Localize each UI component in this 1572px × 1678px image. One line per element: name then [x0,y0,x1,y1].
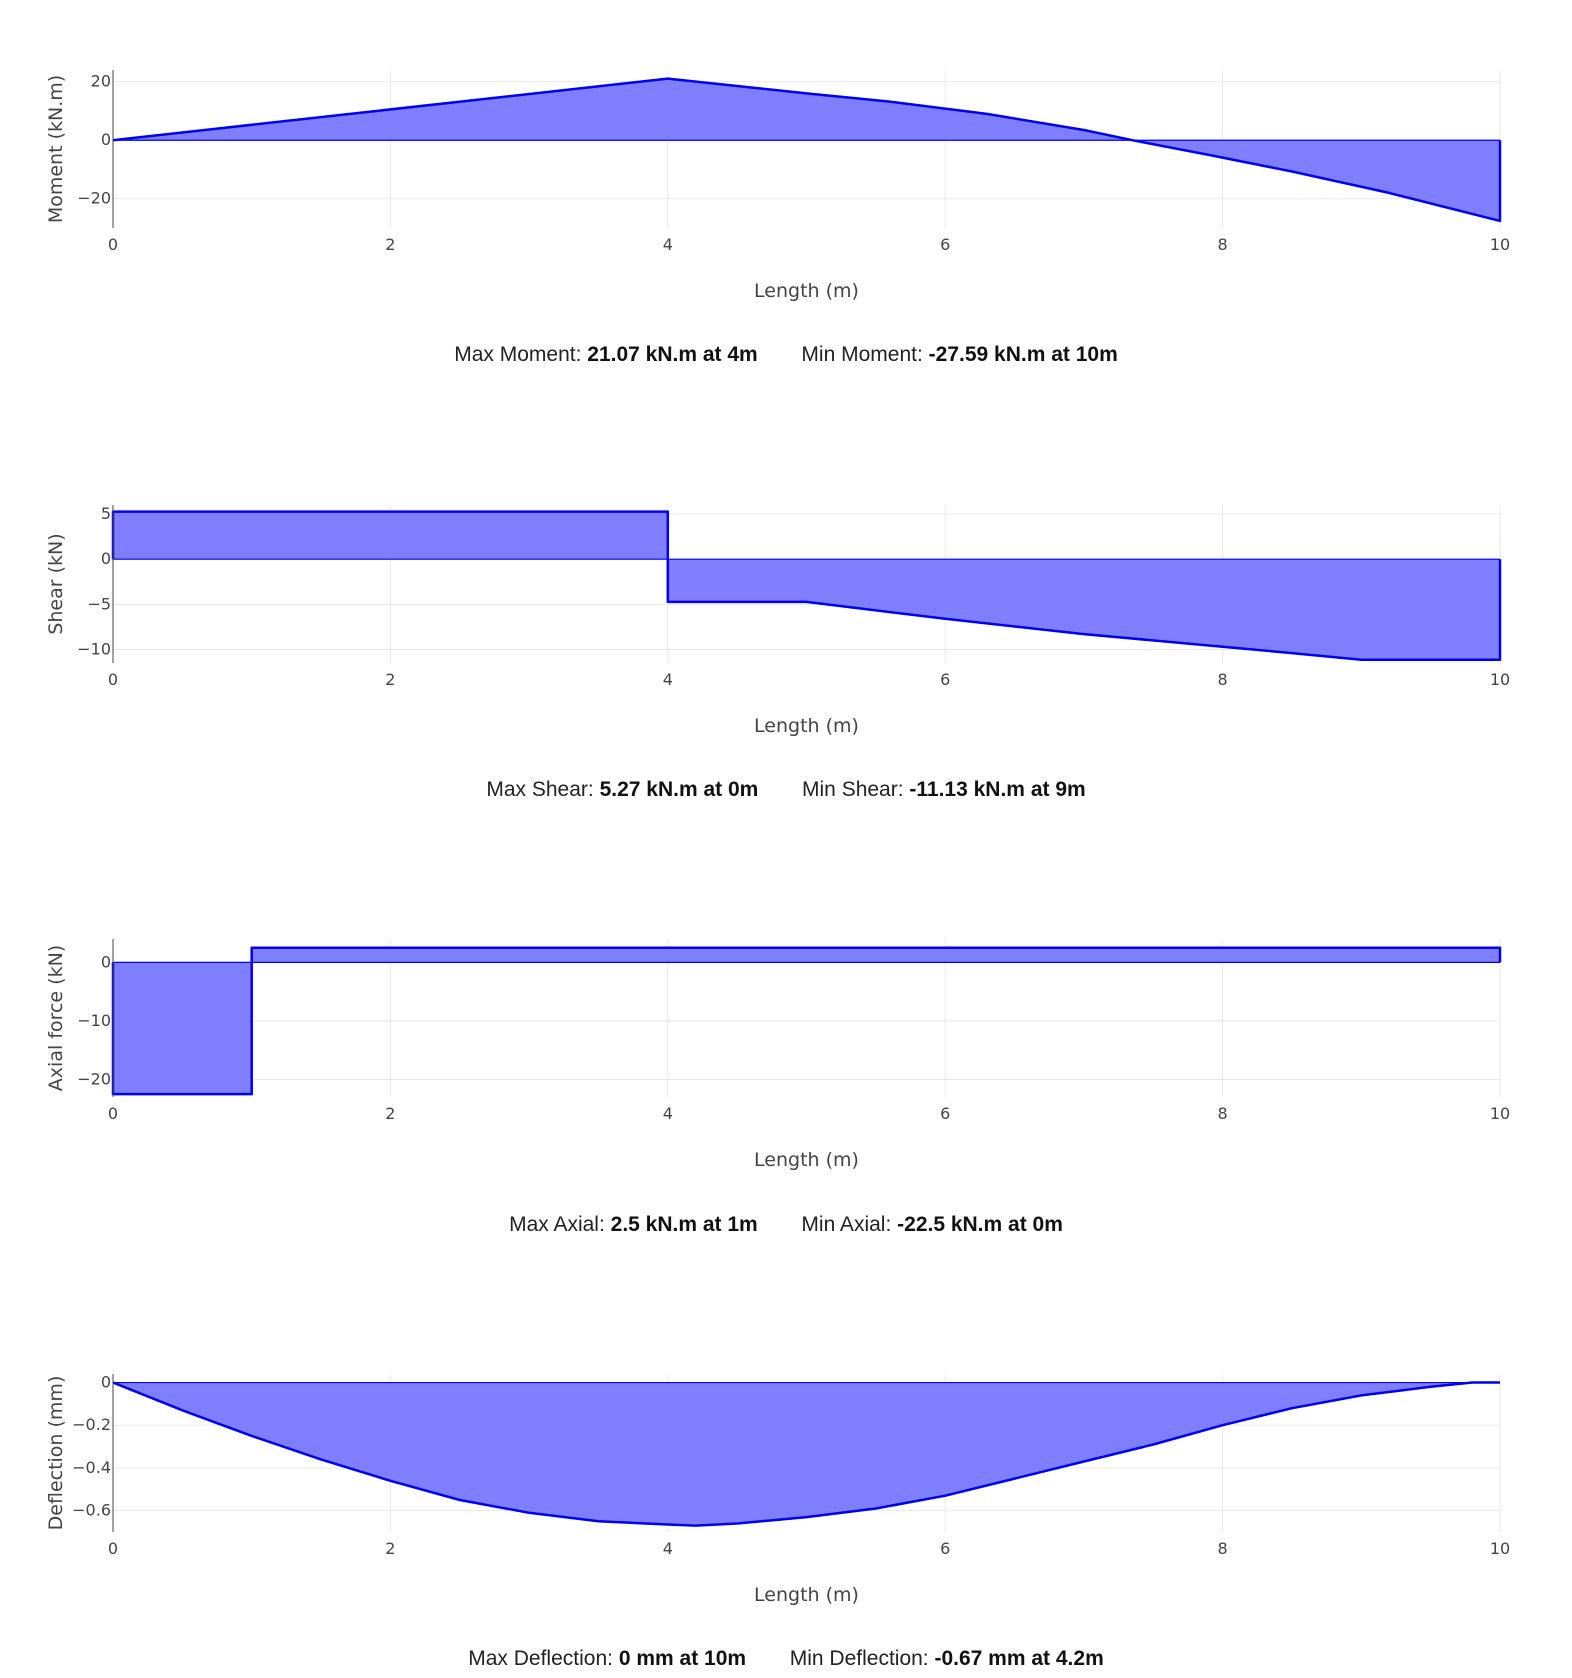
deflection-summary: Max Deflection: 0 mm at 10m Min Deflecti… [0,1647,1572,1671]
max-moment-label: Max Moment: [454,343,582,366]
deflection-series-line [112,1381,1500,1527]
shear-xaxis-title: Length (m) [754,715,859,737]
moment-xtick-label: 0 [108,235,118,254]
max-shear-value: 5.27 kN.m at 0m [599,778,759,801]
deflection-xtick-label: 4 [663,1539,673,1558]
axial-xtick-label: 8 [1218,1104,1228,1123]
max-deflection-label: Max Deflection: [468,1647,613,1670]
moment-xaxis-title: Length (m) [754,280,859,302]
shear-ytick-label: 5 [101,504,111,523]
axial-xtick-label: 10 [1490,1104,1510,1123]
moment-xtick-label: 8 [1218,235,1228,254]
deflection-xaxis-title: Length (m) [754,1584,859,1606]
shear-ytick-label: −10 [77,639,111,658]
max-axial-value: 2.5 kN.m at 1m [610,1213,758,1236]
deflection-ytick-label: −0.4 [72,1458,111,1477]
max-shear-label: Max Shear: [486,778,594,801]
deflection-xtick-label: 2 [385,1539,395,1558]
shear-summary: Max Shear: 5.27 kN.m at 0m Min Shear: -1… [0,778,1572,802]
moment-ytick-label: 0 [101,130,111,149]
axial-ytick-label: −20 [77,1069,111,1088]
min-shear-label: Min Shear: [802,778,904,801]
deflection-ytick-label: −0.2 [72,1415,111,1434]
moment-yaxis-title: Moment (kN.m) [45,75,67,223]
axial-xtick-label: 6 [940,1104,950,1123]
moment-series-line [112,77,1502,223]
max-moment-value: 21.07 kN.m at 4m [587,343,758,366]
deflection-xtick-label: 6 [940,1539,950,1558]
shear-xtick-label: 4 [663,670,673,689]
axial-ytick-label: −10 [77,1011,111,1030]
moment-ytick-label: −20 [77,189,111,208]
moment-area-fill [113,78,1500,221]
axial-ytick-label: 0 [101,952,111,971]
min-shear-value: -11.13 kN.m at 9m [909,778,1086,801]
axial-xaxis-title: Length (m) [754,1149,859,1171]
shear-ytick-label: 0 [101,549,111,568]
deflection-area-fill [113,1382,1500,1526]
moment-xtick-label: 10 [1490,235,1510,254]
min-deflection-value: -0.67 mm at 4.2m [934,1647,1104,1670]
moment-xtick-label: 4 [663,235,673,254]
shear-area-fill [113,511,1500,660]
shear-xtick-label: 8 [1218,670,1228,689]
max-axial-label: Max Axial: [509,1213,605,1236]
axial-xtick-label: 0 [108,1104,118,1123]
moment-xtick-label: 6 [940,235,950,254]
moment-summary: Max Moment: 21.07 kN.m at 4m Min Moment:… [0,343,1572,367]
min-moment-value: -27.59 kN.m at 10m [928,343,1118,366]
shear-ytick-label: −5 [87,594,111,613]
min-axial-label: Min Axial: [801,1213,892,1236]
deflection-ytick-label: 0 [101,1373,111,1392]
deflection-xtick-label: 10 [1490,1539,1510,1558]
max-deflection-value: 0 mm at 10m [618,1647,747,1670]
deflection-xtick-label: 0 [108,1539,118,1558]
shear-series-line [111,510,1502,661]
axial-xtick-label: 2 [385,1104,395,1123]
min-deflection-label: Min Deflection: [789,1647,929,1670]
shear-xtick-label: 10 [1490,670,1510,689]
shear-xtick-label: 2 [385,670,395,689]
min-moment-label: Min Moment: [801,343,923,366]
shear-yaxis-title: Shear (kN) [45,533,67,634]
moment-ytick-label: 20 [91,72,111,91]
moment-xtick-label: 2 [385,235,395,254]
axial-yaxis-title: Axial force (kN) [45,945,67,1091]
axial-xtick-label: 4 [663,1104,673,1123]
deflection-xtick-label: 8 [1218,1539,1228,1558]
deflection-yaxis-title: Deflection (mm) [45,1376,67,1531]
shear-xtick-label: 6 [940,670,950,689]
shear-xtick-label: 0 [108,670,118,689]
axial-summary: Max Axial: 2.5 kN.m at 1m Min Axial: -22… [0,1213,1572,1237]
deflection-ytick-label: −0.6 [72,1501,111,1520]
min-axial-value: -22.5 kN.m at 0m [897,1213,1063,1236]
